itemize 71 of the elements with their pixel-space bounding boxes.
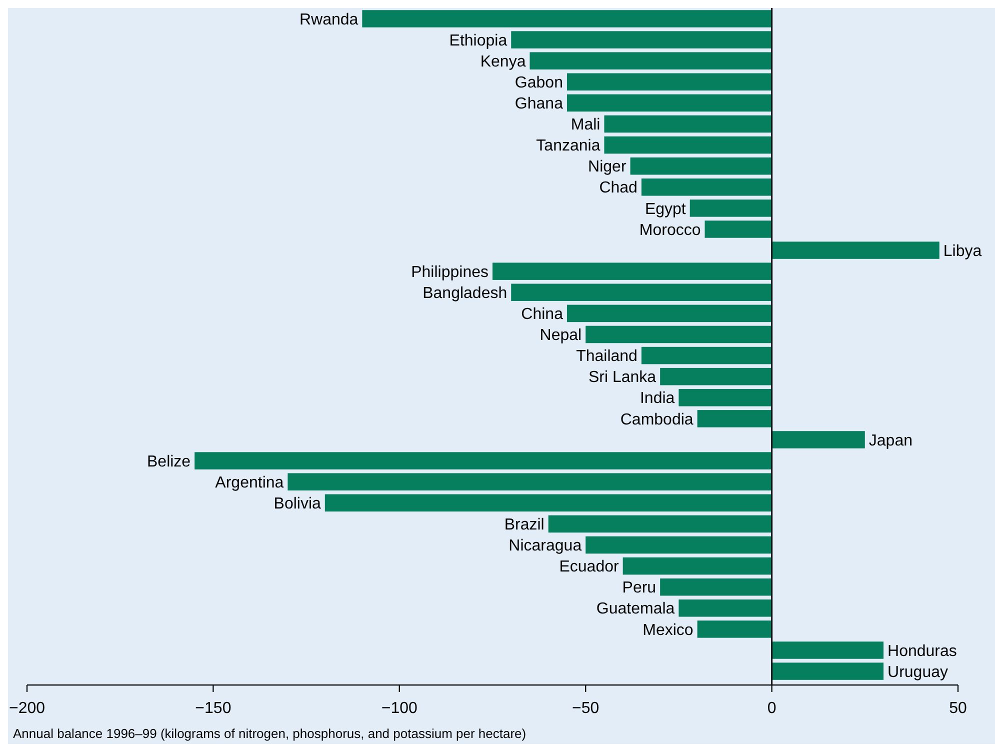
bar <box>641 178 772 196</box>
bar <box>641 346 772 364</box>
y-tick-label: Morocco <box>639 222 701 239</box>
bar <box>772 642 884 659</box>
bar <box>772 662 884 680</box>
y-tick-label: Mali <box>570 116 600 134</box>
bar <box>511 284 772 302</box>
bar <box>194 452 772 470</box>
y-tick-label: Niger <box>588 158 627 176</box>
y-tick-label: Argentina <box>215 474 284 492</box>
x-tick-label: −50 <box>572 700 600 717</box>
bar <box>586 326 772 344</box>
bar <box>690 200 772 217</box>
bar <box>566 94 772 112</box>
y-tick-label: Libya <box>943 242 982 260</box>
bar <box>511 31 772 48</box>
bar <box>704 220 772 238</box>
y-tick-label: Chad <box>599 180 638 197</box>
x-tick-label: 0 <box>767 700 776 717</box>
x-tick-label: −200 <box>8 700 46 717</box>
x-tick-label: −100 <box>381 700 418 717</box>
bar <box>772 242 940 259</box>
y-tick-label: Sri Lanka <box>588 369 656 386</box>
y-tick-label: Nicaragua <box>508 538 582 555</box>
y-tick-label: Bolivia <box>274 495 322 512</box>
bar <box>660 578 772 596</box>
y-tick-label: Japan <box>868 432 912 450</box>
y-tick-label: Gabon <box>514 74 563 92</box>
y-tick-label: Belize <box>147 453 191 470</box>
y-tick-label: China <box>521 306 564 324</box>
bar <box>324 494 772 512</box>
bar <box>622 557 772 575</box>
y-tick-label: Kenya <box>480 53 526 70</box>
bar <box>492 262 772 280</box>
bar <box>288 473 772 490</box>
bar <box>586 536 772 554</box>
x-axis-title: Annual balance 1996–99 (kilograms of nitrogen, phosphorus, and potassium per hectare) <box>13 726 526 741</box>
y-tick-label: Mexico <box>642 622 694 639</box>
y-tick-label: Cambodia <box>620 411 694 428</box>
y-tick-label: Philippines <box>411 264 488 281</box>
y-tick-label: Peru <box>622 580 656 597</box>
y-tick-label: Bangladesh <box>422 284 508 302</box>
bar <box>530 52 772 70</box>
y-tick-label: Guatemala <box>596 600 675 618</box>
y-tick-label: Egypt <box>644 200 686 218</box>
y-tick-label: Nepal <box>540 327 582 344</box>
bar <box>604 136 772 154</box>
y-tick-label: Ethiopia <box>449 32 508 50</box>
bar <box>566 73 772 91</box>
y-tick-label: Rwanda <box>299 11 358 28</box>
x-tick-label: 50 <box>949 700 967 717</box>
bar <box>697 410 772 428</box>
y-tick-label: Honduras <box>888 642 957 660</box>
bar <box>678 599 772 617</box>
y-tick-label: Thailand <box>576 348 638 366</box>
y-tick-label: Uruguay <box>888 664 948 681</box>
x-tick-label: −150 <box>195 700 232 717</box>
bar <box>660 368 772 386</box>
y-tick-label: Ecuador <box>559 558 620 576</box>
y-tick-label: Ghana <box>514 96 564 113</box>
y-tick-label: Brazil <box>504 516 544 534</box>
bar <box>678 388 772 406</box>
bar <box>548 515 772 533</box>
bar <box>566 304 772 322</box>
y-tick-label: India <box>640 390 675 408</box>
bar <box>604 115 772 133</box>
bar <box>697 620 772 638</box>
bar <box>630 157 772 175</box>
bar <box>772 431 865 448</box>
y-tick-label: Tanzania <box>536 138 600 155</box>
bar <box>362 10 772 28</box>
